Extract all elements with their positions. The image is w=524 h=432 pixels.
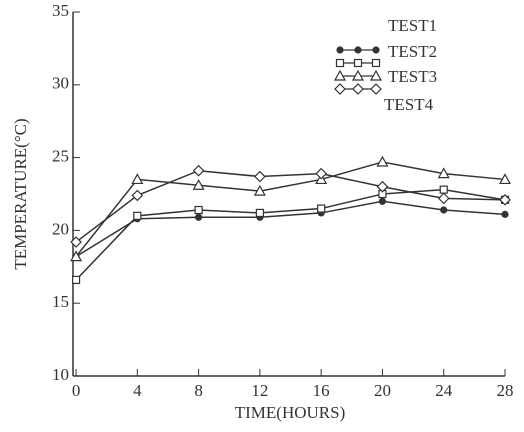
y-tick-label: 15 [52, 292, 69, 311]
point [440, 206, 448, 214]
point [192, 179, 205, 190]
point [439, 185, 448, 194]
legend-label: TEST3 [388, 67, 437, 86]
legend-marker [353, 58, 363, 68]
x-tick-label: 12 [251, 381, 268, 400]
point [437, 167, 450, 179]
legend-marker [369, 69, 383, 81]
legend-label: TEST1 [388, 16, 437, 35]
point [70, 250, 83, 262]
x-tick-label: 24 [435, 381, 453, 400]
legend-label: TEST2 [388, 42, 437, 61]
series-line [75, 169, 506, 243]
legend-marker [335, 58, 345, 68]
point [71, 275, 81, 285]
legend-marker [351, 69, 365, 81]
x-tick-label: 16 [313, 381, 330, 400]
point [376, 180, 389, 193]
point [70, 236, 82, 248]
legend-marker [352, 83, 364, 95]
legend-marker [371, 58, 381, 68]
point [499, 193, 511, 206]
series-line [75, 188, 506, 281]
point [131, 189, 144, 202]
x-tick-label: 4 [133, 381, 142, 400]
point [501, 210, 509, 218]
point [133, 211, 142, 220]
legend-marker [370, 83, 382, 95]
point [192, 164, 205, 177]
x-tick-label: 28 [497, 381, 514, 400]
y-tick-label: 35 [52, 1, 69, 20]
point [317, 204, 326, 213]
point [253, 184, 266, 196]
legend-marker [333, 69, 347, 81]
point [437, 192, 450, 205]
legend-label: TEST4 [384, 95, 434, 114]
series-line [75, 200, 506, 258]
point [195, 213, 203, 221]
point [194, 205, 203, 215]
series-line [75, 161, 506, 258]
y-tick-label: 25 [52, 147, 69, 166]
legend-marker [336, 46, 344, 54]
point [255, 208, 264, 218]
point [315, 167, 328, 180]
x-tick-label: 20 [374, 381, 391, 400]
point [131, 173, 144, 185]
y-tick-label: 10 [52, 365, 69, 384]
point [378, 197, 387, 205]
x-tick-label: 0 [72, 381, 81, 400]
legend-marker [354, 46, 362, 54]
x-tick-label: 8 [194, 381, 203, 400]
y-tick-label: 20 [52, 219, 69, 238]
legend-marker [334, 83, 346, 95]
y-tick-label: 30 [52, 74, 69, 93]
x-axis-label: TIME(HOURS) [235, 403, 346, 422]
point [498, 173, 512, 185]
point [254, 170, 266, 183]
point [376, 155, 389, 167]
y-axis-label: TEMPERATURE(°C) [11, 118, 30, 269]
legend-marker [372, 46, 380, 54]
